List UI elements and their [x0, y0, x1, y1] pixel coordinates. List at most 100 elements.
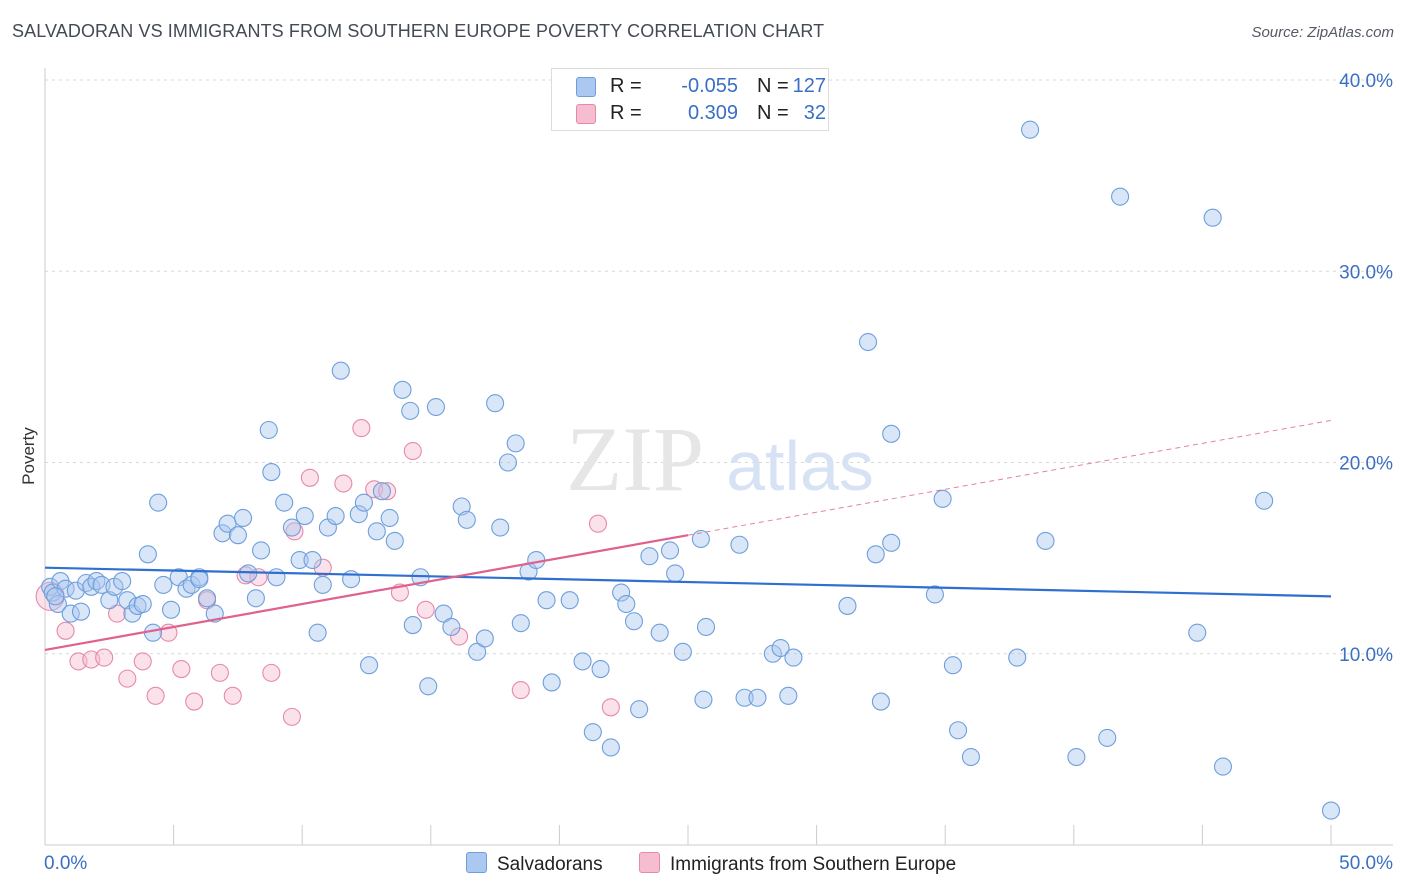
point-salvadorans	[1067, 747, 1086, 767]
watermark: ZIP atlas	[566, 408, 874, 510]
series-salvadorans	[41, 120, 1341, 820]
point-salvadorans	[612, 583, 631, 602]
point-salvadorans	[949, 721, 968, 740]
point-immigrants	[133, 652, 152, 671]
point-salvadorans	[267, 568, 286, 587]
point-salvadorans	[1255, 491, 1274, 510]
point-salvadorans	[228, 526, 247, 545]
point-salvadorans	[696, 617, 716, 637]
point-salvadorans	[640, 547, 659, 566]
trend-line-salvadorans	[44, 566, 1332, 598]
point-salvadorans	[871, 692, 890, 711]
y-tick-label: 10.0%	[1339, 645, 1393, 666]
point-salvadorans	[331, 361, 350, 380]
correlation-legend: R = -0.055 N = 127 R = 0.309 N = 32	[551, 68, 829, 131]
trend-line-immigrants	[44, 534, 689, 652]
legend-swatch-pink	[576, 104, 596, 124]
point-salvadorans	[838, 596, 857, 615]
point-salvadorans	[133, 594, 152, 614]
point-salvadorans	[154, 575, 173, 594]
point-salvadorans	[46, 587, 65, 606]
point-salvadorans	[771, 638, 790, 658]
point-immigrants	[378, 482, 397, 501]
point-salvadorans	[673, 642, 692, 661]
point-salvadorans	[434, 604, 453, 623]
point-salvadorans	[925, 585, 944, 604]
point-immigrants	[210, 663, 229, 682]
legend-n-label: N =	[757, 102, 789, 124]
point-salvadorans	[1111, 187, 1130, 206]
point-salvadorans	[1036, 531, 1055, 550]
point-salvadorans	[486, 394, 505, 413]
point-salvadorans	[308, 623, 327, 642]
legend-r-label: R =	[610, 102, 642, 124]
point-salvadorans	[468, 642, 487, 661]
chart-title: SALVADORAN VS IMMIGRANTS FROM SOUTHERN E…	[12, 21, 825, 41]
point-salvadorans	[866, 545, 885, 564]
point-salvadorans	[784, 648, 803, 667]
watermark-zip: ZIP	[566, 408, 704, 510]
point-immigrants	[223, 686, 242, 705]
point-salvadorans	[295, 506, 314, 526]
point-salvadorans	[303, 550, 322, 570]
bottom-legend-swatch-pink	[639, 852, 660, 873]
point-salvadorans	[1098, 728, 1117, 747]
legend-r-value: 0.309	[687, 102, 738, 124]
legend-r-value: -0.055	[681, 75, 738, 97]
point-salvadorans	[138, 545, 157, 564]
bottom-legend-swatch-blue	[466, 852, 487, 873]
point-salvadorans	[372, 482, 391, 501]
legend-n-value: 127	[792, 75, 826, 97]
point-salvadorans	[419, 677, 438, 696]
point-salvadorans	[118, 591, 137, 610]
point-salvadorans	[71, 602, 91, 621]
point-salvadorans	[403, 616, 422, 635]
bottom-legend-immigrants: Immigrants from Southern Europe	[639, 852, 956, 878]
point-immigrants	[56, 621, 75, 640]
point-salvadorans	[385, 531, 404, 550]
y-tick-label: 20.0%	[1339, 454, 1393, 475]
legend-row-immigrants: R = 0.309 N = 32	[576, 102, 826, 126]
point-salvadorans	[1203, 208, 1222, 227]
point-salvadorans	[933, 489, 952, 508]
point-salvadorans	[511, 614, 530, 633]
point-salvadorans	[326, 506, 345, 526]
point-immigrants	[334, 474, 353, 493]
point-salvadorans	[630, 700, 649, 719]
point-immigrants	[262, 663, 281, 682]
point-immigrants	[118, 669, 137, 688]
point-salvadorans	[251, 541, 271, 560]
point-immigrants	[511, 681, 530, 700]
legend-r-label: R =	[610, 75, 642, 97]
point-salvadorans	[961, 747, 980, 767]
point-salvadorans	[367, 522, 386, 541]
point-salvadorans	[491, 518, 510, 537]
point-salvadorans	[213, 524, 232, 543]
point-salvadorans	[100, 591, 119, 610]
point-salvadorans	[1213, 757, 1233, 776]
point-salvadorans	[380, 508, 399, 528]
point-salvadorans	[591, 659, 610, 679]
point-salvadorans	[527, 550, 546, 570]
point-salvadorans	[666, 564, 685, 583]
point-salvadorans	[882, 424, 901, 443]
point-salvadorans	[882, 533, 901, 552]
point-salvadorans	[190, 570, 209, 589]
point-salvadorans	[858, 332, 878, 352]
point-salvadorans	[452, 497, 471, 516]
point-immigrants	[450, 627, 469, 646]
source-note: Source: ZipAtlas.com	[1251, 24, 1394, 41]
point-salvadorans	[275, 493, 294, 512]
point-salvadorans	[1321, 801, 1341, 820]
point-salvadorans	[624, 612, 644, 631]
y-tick-label: 40.0%	[1339, 71, 1393, 92]
bottom-legend-label-immigrants: Immigrants from Southern Europe	[670, 854, 957, 875]
point-salvadorans	[650, 623, 669, 642]
legend-swatch-blue	[576, 77, 596, 97]
point-salvadorans	[1008, 648, 1027, 667]
point-immigrants	[416, 600, 435, 619]
point-salvadorans	[393, 380, 412, 399]
bottom-legend-salvadorans: Salvadorans	[466, 852, 603, 878]
trend-line-immigrants-extension	[687, 419, 1332, 536]
